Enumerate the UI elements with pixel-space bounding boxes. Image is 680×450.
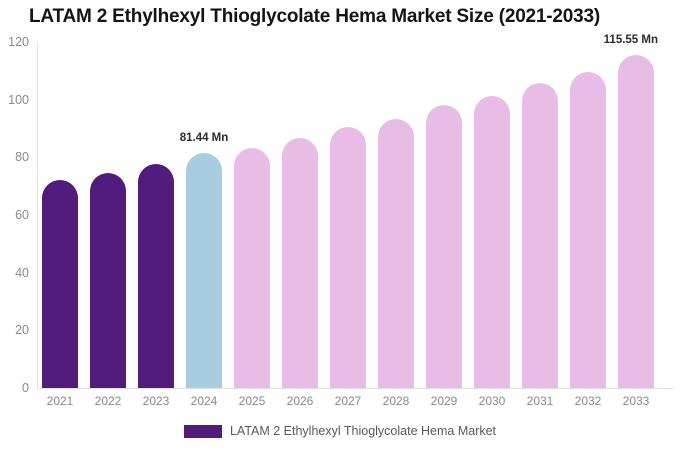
bar[interactable]: [426, 105, 462, 388]
legend-swatch-icon: [183, 424, 222, 438]
x-axis-tick: 2028: [382, 394, 410, 408]
y-axis-tick: 100: [8, 92, 29, 107]
bar-group: [330, 42, 366, 388]
legend-label: LATAM 2 Ethylhexyl Thioglycolate Hema Ma…: [229, 424, 497, 438]
bar-group: [90, 42, 126, 388]
bar[interactable]: [570, 72, 606, 388]
x-axis-tick: 2024: [190, 394, 218, 408]
bar[interactable]: [186, 153, 222, 388]
bar-group: [234, 42, 270, 388]
x-axis-tick-labels: 2021 2022 2023 2024 2025 2026 2027 2028 2029 2030…: [42, 394, 667, 412]
bar[interactable]: [378, 119, 414, 388]
bar-group: [42, 42, 78, 388]
y-axis-tick: 20: [15, 323, 29, 338]
y-axis-tick: 40: [15, 265, 29, 280]
bar-group: [426, 42, 462, 388]
x-axis-tick: 2026: [286, 394, 314, 408]
bar-group: [570, 42, 606, 388]
x-axis-line: [37, 388, 674, 389]
bar[interactable]: [282, 138, 318, 388]
bar-group: 81.44 Mn: [180, 42, 228, 388]
chart-title: LATAM 2 Ethylhexyl Thioglycolate Hema Ma…: [29, 6, 601, 27]
bar[interactable]: [618, 54, 654, 388]
bar[interactable]: [234, 148, 270, 388]
bar-series: 81.44 Mn 115.55 Mn: [42, 34, 667, 388]
bar[interactable]: [138, 164, 174, 388]
bar[interactable]: [474, 95, 510, 388]
bar-group: [474, 42, 510, 388]
x-axis-tick: 2030: [478, 394, 506, 408]
x-axis-tick: 2022: [94, 394, 122, 408]
bar[interactable]: [90, 172, 126, 388]
bar[interactable]: [42, 180, 78, 388]
bar[interactable]: [522, 82, 558, 388]
y-axis-line: [37, 42, 38, 388]
x-axis-tick: 2021: [46, 394, 74, 408]
x-axis-tick: 2023: [142, 394, 170, 408]
bar-group: [522, 42, 558, 388]
bar-value-label: 115.55 Mn: [603, 33, 658, 46]
y-axis-tick: 120: [8, 35, 29, 49]
bar-group: [378, 42, 414, 388]
bar-group: 115.55 Mn: [604, 34, 658, 388]
legend-item[interactable]: LATAM 2 Ethylhexyl Thioglycolate Hema Ma…: [183, 424, 497, 438]
x-axis-tick: 2025: [238, 394, 266, 408]
y-axis-tick: 60: [15, 208, 29, 222]
x-axis-tick: 2033: [622, 394, 650, 408]
y-axis-tick: 0: [22, 381, 29, 395]
chart-legend: LATAM 2 Ethylhexyl Thioglycolate Hema Ma…: [0, 424, 680, 438]
x-axis-tick: 2031: [526, 394, 554, 408]
bar-group: [138, 42, 174, 388]
x-axis-tick: 2029: [430, 394, 458, 408]
bar-group: [282, 42, 318, 388]
bar-value-label: 81.44 Mn: [179, 132, 229, 145]
bar[interactable]: [330, 127, 366, 388]
y-axis-tick: 80: [15, 150, 29, 165]
x-axis-tick: 2032: [574, 394, 602, 408]
x-axis-tick: 2027: [334, 394, 362, 408]
